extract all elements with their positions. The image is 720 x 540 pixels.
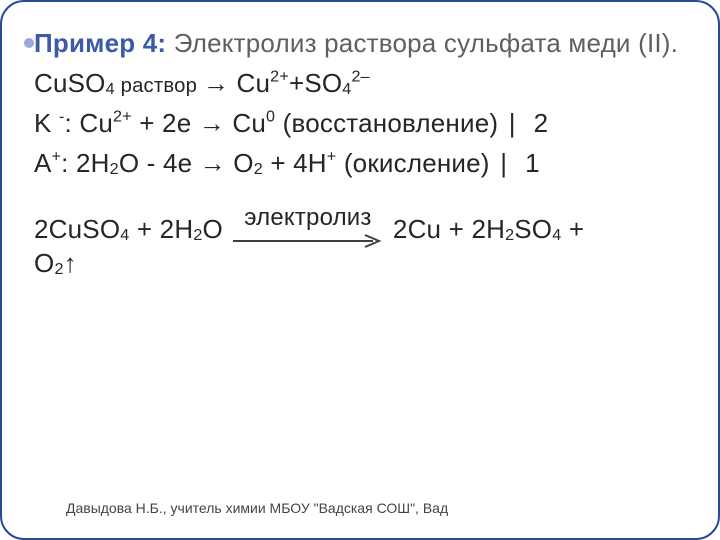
pipe-1: | [498,106,526,142]
a-sup: + [52,147,62,165]
h2-sub: 2 [110,160,119,178]
sup-2plus: 2+ [270,67,289,85]
rhs-tail: O2↑ [34,246,686,282]
example-label: Пример 4: [34,28,166,58]
coef-2: 2 [526,108,548,138]
heading-line: Пример 4: Электролиз раствора сульфата м… [34,26,686,62]
o2-sub: 2 [254,160,263,178]
rhs-c: + [561,214,584,244]
heading-rest: Электролиз раствора сульфата меди (II). [166,28,678,58]
sup-2minus: 2– [351,67,369,85]
footer-credit: Давыдова Н.Б., учитель химии МБОУ "Вадск… [66,500,448,516]
anode-line: A+: 2H2O - 4e → O2 + 4H+ (окисление)| 1 [34,146,686,182]
lhs-c: O [202,214,222,244]
k-label: K [34,108,59,138]
reaction-arrow: электролиз [233,206,383,250]
rhs: 2Cu + 2H2SO4 + [393,212,584,248]
a-plus: + 4H [263,148,327,178]
lhs-b: + 2H [129,214,193,244]
slide-card: Пример 4: Электролиз раствора сульфата м… [0,0,720,540]
up-arrow-icon: ↑ [64,248,77,278]
k-colon: : Cu [65,108,113,138]
dissociation-line: CuSO4 раствор → Cu2++SO42– [34,66,686,102]
formula-cuso: CuSO [34,68,106,98]
tail-o: O [34,248,54,278]
a-colon: : 2H [61,148,109,178]
sub-4: 4 [106,80,115,98]
rhs-a-sub: 2 [505,226,514,244]
arrow-label: электролиз [244,206,371,230]
oxidation-label: (окисление) [336,148,489,178]
cathode-line: K -: Cu2+ + 2e → Cu0 (восстановление)| 2 [34,106,686,142]
bullet-icon [24,38,34,48]
spacer [34,186,686,204]
solution-word: раствор [115,75,203,97]
rhs-a: 2Cu + 2H [393,214,505,244]
lhs-a: 2CuSO [34,214,120,244]
reduction-label: (восстановление) [275,108,498,138]
summary-equation: 2CuSO4 + 2H2O электролиз 2Cu + 2H2SO4 + … [34,204,686,282]
lhs: 2CuSO4 + 2H2O [34,212,223,248]
plus-so: +SO [289,68,342,98]
a-middle: O - 4e → O [119,148,254,178]
a-label: A [34,148,52,178]
tail-sub: 2 [54,259,63,277]
slide-content: Пример 4: Электролиз раствора сульфата м… [34,26,686,285]
arrow-cu: → Cu [203,68,270,98]
pipe-2: | [490,146,518,182]
coef-1: 1 [518,148,540,178]
cu2plus: 2+ [113,107,132,125]
hplus: + [327,147,337,165]
cu0: 0 [266,107,275,125]
rhs-b: SO [514,214,552,244]
k-rest: + 2e → Cu [132,108,266,138]
long-arrow-icon [233,232,383,250]
